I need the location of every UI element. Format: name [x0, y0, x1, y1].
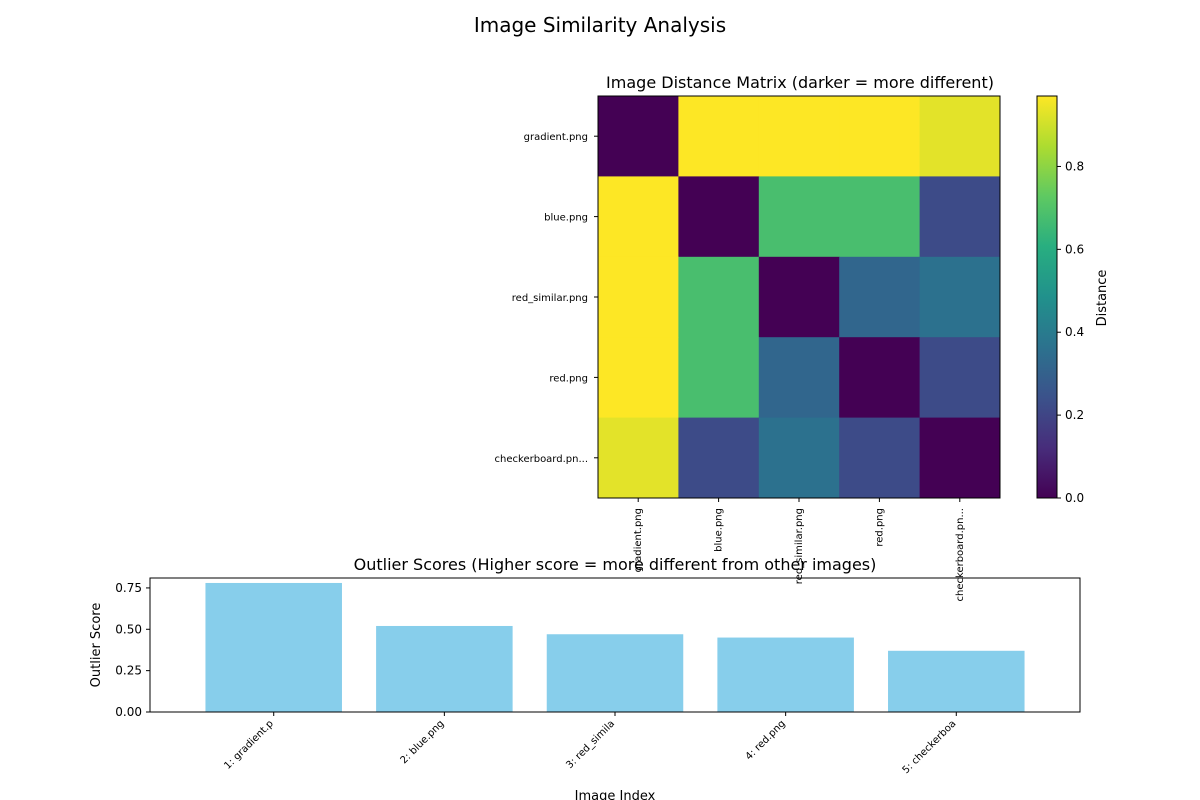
colorbar-tick-label: 0.4	[1065, 325, 1084, 339]
heatmap-col-labels: gradient.png blue.png red_similar.png red.p…	[633, 498, 966, 601]
heatmap-row-labels: gradient.png blue.png red_similar.png red.p…	[495, 132, 598, 465]
heatmap-cell	[758, 256, 840, 338]
bar-x-axis-label: Image Index	[575, 789, 656, 800]
heatmap-cell	[919, 337, 1001, 419]
heatmap-col-label: red.png	[874, 508, 885, 547]
heatmap-cell	[758, 176, 840, 258]
heatmap-cell	[839, 96, 921, 177]
heatmap-cell	[678, 256, 760, 338]
heatmap-cell	[598, 96, 679, 177]
heatmap-cell	[919, 176, 1001, 258]
outlier-score-bar	[888, 650, 1025, 712]
heatmap-col-label: checkerboard.pn...	[955, 508, 966, 601]
heatmap-row-label: blue.png	[544, 213, 588, 224]
heatmap-col-label: blue.png	[714, 508, 725, 552]
heatmap-cell	[678, 337, 760, 419]
heatmap-row-label: gradient.png	[524, 132, 588, 143]
colorbar-tick-label: 0.2	[1065, 408, 1084, 422]
heatmap-row-label: red.png	[549, 373, 588, 384]
colorbar-tick-label: 0.6	[1065, 242, 1084, 256]
heatmap-cell	[839, 256, 921, 338]
colorbar-tick-label: 0.8	[1065, 159, 1084, 173]
outlier-score-bar	[376, 625, 513, 712]
heatmap-cell	[839, 417, 921, 499]
bar-y-ticks: 0.00 0.25 0.50 0.75	[115, 581, 150, 719]
heatmap-cells	[598, 96, 1001, 499]
heatmap-cell	[758, 337, 840, 419]
bar-x-tick-label: 4: red.png	[744, 718, 788, 762]
heatmap-cell	[598, 256, 679, 338]
bar-chart-title: Outlier Scores (Higher score = more diff…	[354, 555, 877, 574]
colorbar-tick-label: 0.0	[1065, 491, 1084, 505]
heatmap-cell	[839, 337, 921, 419]
heatmap-cell	[919, 417, 1001, 499]
heatmap-cell	[598, 417, 679, 499]
bar-y-axis-label: Outlier Score	[89, 603, 104, 688]
heatmap-cell	[678, 417, 760, 499]
bar-y-tick-label: 0.00	[115, 705, 142, 719]
bar-x-tick-label: 2: blue.png	[399, 718, 447, 766]
bar-y-tick-label: 0.75	[115, 581, 142, 595]
heatmap-cell	[758, 417, 840, 499]
colorbar-label: Distance	[1095, 270, 1110, 327]
heatmap-cell	[839, 176, 921, 258]
heatmap-col-label: red_similar.png	[794, 508, 805, 584]
distance-matrix-panel: Image Distance Matrix (darker = more dif…	[495, 73, 1001, 601]
figure-title: Image Similarity Analysis	[474, 13, 726, 37]
outlier-score-bar	[717, 637, 854, 712]
heatmap-cell	[598, 337, 679, 419]
outlier-scores-panel: Outlier Scores (Higher score = more diff…	[89, 555, 1081, 800]
heatmap-row-label: red_similar.png	[512, 293, 588, 304]
colorbar: 0.0 0.2 0.4 0.6 0.8 Distance	[1036, 95, 1110, 505]
outlier-score-bar	[546, 634, 684, 712]
bar-x-ticks: 1: gradient.p 2: blue.png 3: red_simila 4: …	[222, 712, 958, 776]
bar-x-tick-label: 3: red_simila	[564, 718, 617, 771]
heatmap-row-label: checkerboard.pn...	[495, 454, 588, 465]
bars	[205, 582, 1025, 712]
heatmap-cell	[678, 96, 760, 177]
heatmap-cell	[758, 96, 840, 177]
bar-y-tick-label: 0.50	[115, 622, 142, 636]
heatmap-cell	[919, 96, 1001, 177]
outlier-score-bar	[205, 582, 342, 712]
bar-y-tick-label: 0.25	[115, 664, 142, 678]
heatmap-cell	[678, 176, 760, 258]
heatmap-title: Image Distance Matrix (darker = more dif…	[606, 73, 994, 92]
bar-x-tick-label: 1: gradient.p	[222, 718, 275, 771]
heatmap-col-label: gradient.png	[633, 508, 644, 572]
heatmap-cell	[919, 256, 1001, 338]
heatmap-cell	[598, 176, 679, 258]
colorbar-ticks: 0.0 0.2 0.4 0.6 0.8	[1057, 159, 1084, 505]
bar-x-tick-label: 5: checkerboa	[901, 718, 959, 776]
colorbar-gradient	[1036, 95, 1058, 499]
